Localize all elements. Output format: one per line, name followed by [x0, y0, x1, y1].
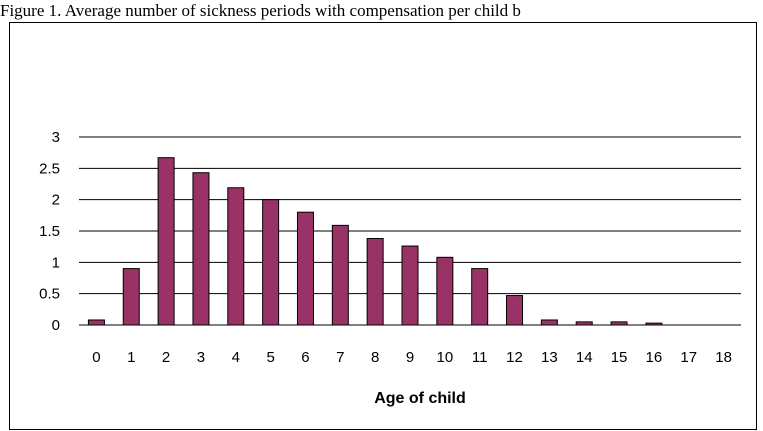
- bar-age-1: [122, 268, 140, 326]
- bar-age-3: [192, 172, 210, 326]
- x-tick-label: 0: [92, 349, 100, 366]
- bar-age-2: [157, 157, 175, 326]
- bar-age-5: [262, 199, 280, 326]
- x-tick-label: 7: [336, 349, 344, 366]
- x-tick-label: 15: [611, 349, 628, 366]
- x-tick-label: 12: [506, 349, 523, 366]
- bar-age-6: [296, 211, 314, 326]
- y-tick-label: 2.5: [39, 160, 60, 177]
- x-tick-label: 2: [162, 349, 170, 366]
- x-axis-ticks: 0 1 2 3 4 5 6 7 8 9 10 11 12 13 14 15 16 17 18: [92, 349, 732, 366]
- x-tick-label: 1: [127, 349, 135, 366]
- bar-age-4: [227, 187, 245, 326]
- y-tick-label: 2: [52, 192, 60, 209]
- bar-age-10: [436, 256, 454, 326]
- bar-age-9: [401, 245, 419, 326]
- x-tick-label: 5: [266, 349, 274, 366]
- x-tick-label: 6: [301, 349, 309, 366]
- bar-age-13: [540, 319, 558, 326]
- x-tick-label: 11: [472, 349, 488, 366]
- x-tick-label: 18: [715, 349, 732, 366]
- y-tick-label: 1.5: [39, 223, 60, 240]
- x-tick-label: 13: [541, 349, 558, 366]
- x-tick-label: 10: [436, 349, 453, 366]
- x-tick-label: 9: [406, 349, 414, 366]
- x-tick-label: 14: [576, 349, 593, 366]
- x-tick-label: 4: [232, 349, 240, 366]
- bar-age-8: [366, 238, 384, 326]
- x-tick-label: 8: [371, 349, 379, 366]
- bar-age-7: [331, 224, 349, 326]
- chart-frame: [9, 22, 757, 430]
- x-tick-label: 3: [197, 349, 205, 366]
- bar-age-11: [471, 268, 489, 326]
- y-axis-ticks: 0 0.5 1 1.5 2 2.5 3: [39, 129, 60, 334]
- bars: [87, 157, 663, 326]
- y-tick-label: 0: [52, 317, 60, 334]
- bar-age-12: [506, 295, 524, 326]
- x-axis-label: Age of child: [374, 390, 466, 407]
- bar-age-0: [87, 319, 105, 326]
- figure-caption: Figure 1. Average number of sickness per…: [0, 1, 521, 20]
- x-tick-label: 17: [680, 349, 697, 366]
- y-tick-label: 1: [52, 254, 60, 271]
- x-tick-label: 16: [646, 349, 663, 366]
- y-tick-label: 0.5: [39, 286, 60, 303]
- y-tick-label: 3: [52, 129, 60, 146]
